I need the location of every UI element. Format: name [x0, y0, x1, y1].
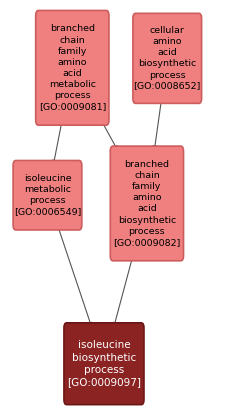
FancyBboxPatch shape — [132, 14, 201, 104]
Text: branched
chain
family
amino
acid
biosynthetic
process
[GO:0009082]: branched chain family amino acid biosynt… — [113, 160, 180, 247]
FancyBboxPatch shape — [36, 11, 108, 125]
Text: cellular
amino
acid
biosynthetic
process
[GO:0008652]: cellular amino acid biosynthetic process… — [133, 26, 200, 90]
FancyBboxPatch shape — [13, 161, 81, 230]
Text: branched
chain
family
amino
acid
metabolic
process
[GO:0009081]: branched chain family amino acid metabol… — [38, 25, 106, 111]
FancyBboxPatch shape — [110, 146, 183, 261]
Text: isoleucine
metabolic
process
[GO:0006549]: isoleucine metabolic process [GO:0006549… — [14, 174, 81, 216]
FancyBboxPatch shape — [64, 323, 143, 404]
Text: isoleucine
biosynthetic
process
[GO:0009097]: isoleucine biosynthetic process [GO:0009… — [67, 340, 140, 387]
